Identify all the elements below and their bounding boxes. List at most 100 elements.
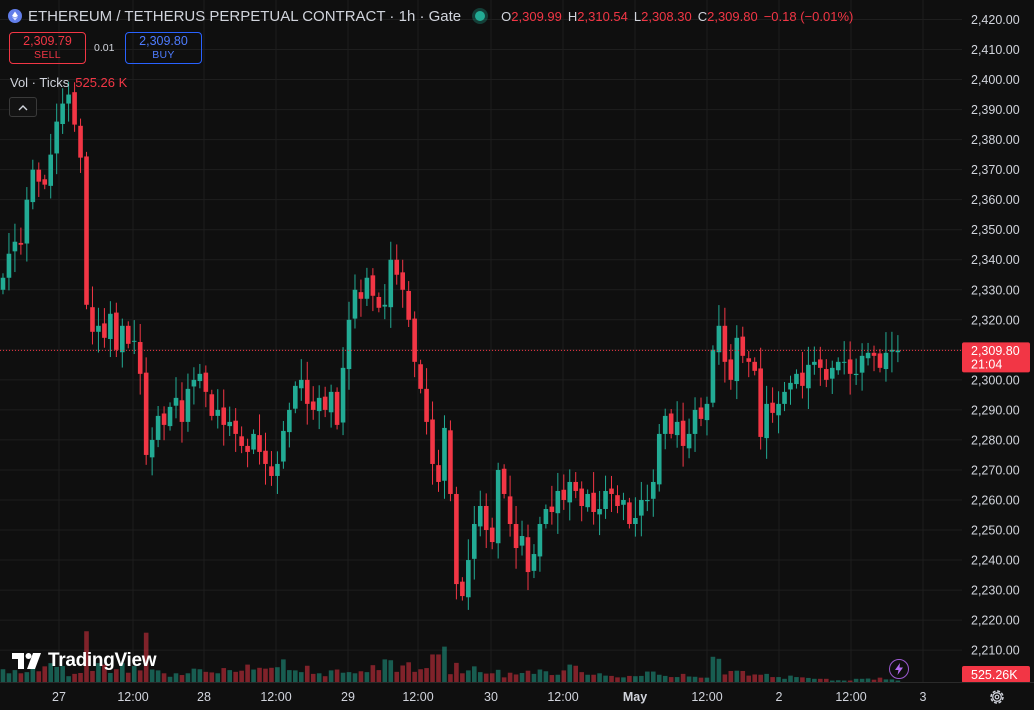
- candle-body[interactable]: [161, 413, 167, 425]
- candle-body[interactable]: [716, 325, 722, 353]
- candle-body[interactable]: [108, 313, 113, 340]
- candle-body[interactable]: [788, 382, 793, 390]
- candle-body[interactable]: [764, 403, 769, 439]
- candle-body[interactable]: [591, 492, 596, 512]
- candle-body[interactable]: [800, 372, 805, 386]
- candle-body[interactable]: [66, 94, 71, 104]
- candle-body[interactable]: [501, 468, 507, 494]
- candle-body[interactable]: [489, 527, 495, 543]
- candle-body[interactable]: [388, 259, 394, 308]
- candle-body[interactable]: [650, 481, 656, 499]
- candle-body[interactable]: [376, 296, 382, 308]
- candle-body[interactable]: [746, 358, 752, 362]
- tradingview-logo[interactable]: TradingView: [12, 650, 157, 672]
- candle-body[interactable]: [6, 253, 12, 278]
- candle-body[interactable]: [471, 524, 477, 559]
- candle-body[interactable]: [448, 430, 453, 494]
- candle-body[interactable]: [36, 169, 42, 182]
- candle-body[interactable]: [340, 367, 346, 423]
- candle-body[interactable]: [686, 433, 692, 449]
- candle-body[interactable]: [143, 372, 149, 455]
- candle-body[interactable]: [812, 361, 817, 365]
- candle-body[interactable]: [555, 490, 561, 514]
- candle-body[interactable]: [543, 508, 549, 525]
- candle-body[interactable]: [179, 400, 185, 422]
- candle-body[interactable]: [60, 103, 65, 125]
- gear-icon[interactable]: [988, 688, 1006, 706]
- candle-body[interactable]: [269, 466, 274, 476]
- candle-body[interactable]: [364, 277, 370, 299]
- candle-body[interactable]: [316, 397, 322, 412]
- candle-body[interactable]: [782, 391, 787, 404]
- candle-body[interactable]: [287, 409, 292, 433]
- candle-body[interactable]: [859, 355, 865, 373]
- buy-button[interactable]: 2,309.80 BUY: [125, 32, 202, 64]
- candle-body[interactable]: [125, 325, 131, 344]
- candle-body[interactable]: [537, 524, 543, 557]
- candle-body[interactable]: [418, 364, 423, 389]
- candle-body[interactable]: [149, 439, 155, 458]
- candle-body[interactable]: [78, 125, 83, 158]
- candle-body[interactable]: [352, 289, 358, 319]
- candle-body[interactable]: [185, 388, 191, 422]
- candle-body[interactable]: [442, 427, 447, 481]
- candle-body[interactable]: [734, 337, 740, 382]
- candle-body[interactable]: [728, 359, 734, 380]
- candle-body[interactable]: [131, 340, 137, 342]
- candle-body[interactable]: [137, 342, 143, 374]
- candle-body[interactable]: [668, 413, 674, 434]
- candle-body[interactable]: [752, 361, 757, 371]
- candle-body[interactable]: [209, 394, 215, 416]
- candle-body[interactable]: [215, 409, 221, 416]
- candle-body[interactable]: [400, 272, 406, 290]
- candle-body[interactable]: [853, 373, 859, 376]
- candle-body[interactable]: [698, 407, 704, 419]
- candle-body[interactable]: [310, 401, 316, 410]
- candle-body[interactable]: [430, 419, 435, 464]
- candle-body[interactable]: [54, 121, 59, 154]
- candle-body[interactable]: [483, 505, 489, 531]
- candle-body[interactable]: [263, 450, 268, 464]
- candle-body[interactable]: [328, 391, 334, 413]
- candle-body[interactable]: [197, 373, 203, 382]
- candle-body[interactable]: [406, 290, 411, 320]
- candle-body[interactable]: [454, 493, 459, 585]
- candle-body[interactable]: [883, 352, 889, 370]
- candle-body[interactable]: [167, 406, 173, 427]
- candle-body[interactable]: [806, 364, 811, 389]
- candle-body[interactable]: [114, 312, 119, 350]
- candle-body[interactable]: [770, 402, 775, 413]
- candle-body[interactable]: [507, 496, 513, 525]
- volume-indicator-legend[interactable]: Vol · Ticks 525.26 K: [10, 75, 127, 90]
- candle-body[interactable]: [42, 179, 48, 185]
- collapse-legend-button[interactable]: [9, 97, 37, 117]
- candle-body[interactable]: [633, 517, 638, 525]
- candle-body[interactable]: [120, 325, 125, 353]
- candle-body[interactable]: [239, 436, 244, 446]
- candle-body[interactable]: [334, 391, 340, 425]
- candle-body[interactable]: [12, 241, 18, 252]
- candle-body[interactable]: [346, 319, 352, 370]
- candle-body[interactable]: [30, 169, 36, 203]
- candle-body[interactable]: [740, 336, 746, 356]
- candle-body[interactable]: [275, 463, 280, 476]
- candle-body[interactable]: [579, 488, 584, 506]
- candle-body[interactable]: [304, 379, 310, 404]
- candle-body[interactable]: [776, 403, 781, 416]
- candle-body[interactable]: [603, 490, 608, 509]
- candle-body[interactable]: [251, 433, 256, 450]
- candle-body[interactable]: [758, 368, 763, 437]
- candle-body[interactable]: [495, 469, 501, 544]
- candle-body[interactable]: [155, 415, 161, 440]
- candle-body[interactable]: [412, 318, 417, 362]
- candle-body[interactable]: [877, 353, 883, 368]
- candle-body[interactable]: [382, 304, 388, 307]
- candle-body[interactable]: [722, 325, 728, 362]
- candle-body[interactable]: [823, 369, 829, 380]
- candle-body[interactable]: [680, 420, 686, 446]
- candle-body[interactable]: [639, 499, 644, 516]
- candle-body[interactable]: [221, 407, 227, 425]
- candle-body[interactable]: [829, 367, 835, 379]
- candle-body[interactable]: [102, 323, 107, 338]
- candle-body[interactable]: [227, 421, 232, 427]
